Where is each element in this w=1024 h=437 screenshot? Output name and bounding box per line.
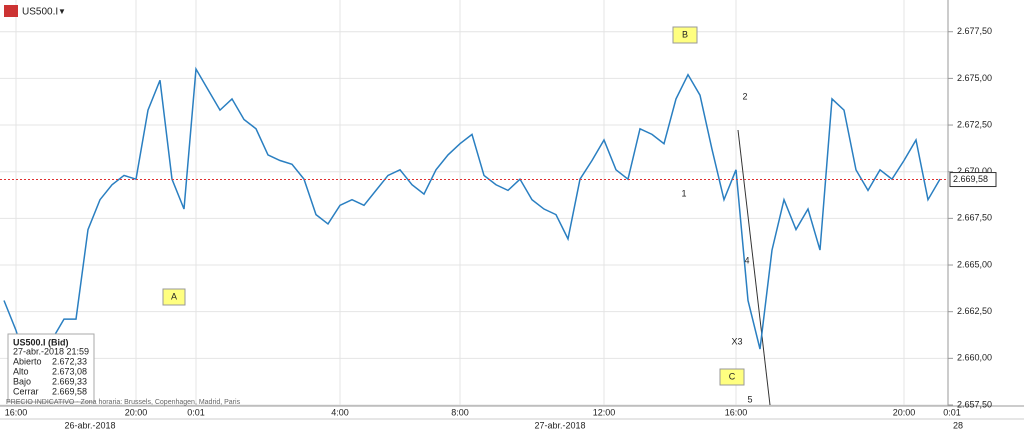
annotation-box xyxy=(719,368,745,386)
date-label: 27-abr.-2018 xyxy=(534,420,585,430)
x-tick-label: 20:00 xyxy=(893,407,916,417)
info-label: Cerrar xyxy=(13,386,39,396)
x-tick-label: 16:00 xyxy=(725,407,748,417)
x-tick-label: 8:00 xyxy=(451,407,469,417)
info-value: 2.673,08 xyxy=(52,366,87,376)
footer: PRECIO INDICATIVO - Zona horaria: Brusse… xyxy=(6,399,241,406)
x-tick-label: 0:01 xyxy=(943,407,961,417)
info-value: 2.669,58 xyxy=(52,386,87,396)
annotation-box xyxy=(672,26,698,44)
price-line xyxy=(3,66,941,387)
y-tick-label: 2.667,50 xyxy=(957,213,992,223)
info-label: Alto xyxy=(13,366,29,376)
plot xyxy=(0,66,948,387)
y-tick-label: 2.672,50 xyxy=(957,119,992,129)
info-value: 2.672,33 xyxy=(52,356,87,366)
y-tick-label: 2.670,00 xyxy=(957,166,992,176)
date-label: 28 xyxy=(953,420,963,430)
x-tick-label: 16:00 xyxy=(5,407,28,417)
annotation: X3 xyxy=(731,336,742,346)
info-time: 27-abr.-2018 21:59 xyxy=(13,346,89,356)
annotation: 5 xyxy=(747,394,752,404)
y-tick-label: 2.662,50 xyxy=(957,306,992,316)
annotation: A xyxy=(171,291,177,301)
axes: 2.657,50 2.660,00 2.662,50 2.665,00 2.667,50… xyxy=(5,26,997,417)
y-axis-panel xyxy=(948,0,1024,406)
info-rows: Abierto 2.672,33 Alto 2.673,08 Bajo 2.669,33 C… xyxy=(13,356,87,396)
info-value: 2.669,33 xyxy=(52,376,87,386)
symbol: US500.I xyxy=(22,7,58,18)
last-price-box xyxy=(949,172,997,188)
x-tick-label: 20:00 xyxy=(125,407,148,417)
dropdown-arrow[interactable]: ▼ xyxy=(58,7,66,16)
x-tick-label: 0:01 xyxy=(187,407,205,417)
y-tick-label: 2.677,50 xyxy=(957,26,992,36)
annotation: B xyxy=(682,29,688,39)
y-tick-label: 2.660,00 xyxy=(957,353,992,363)
x-tick-label: 4:00 xyxy=(331,407,349,417)
x-tick-label: 12:00 xyxy=(593,407,616,417)
y-tick-label: 2.665,00 xyxy=(957,259,992,269)
y-tick-label: 2.675,00 xyxy=(957,73,992,83)
annotation: 1 xyxy=(681,188,686,198)
y-tick-label: 2.657,50 xyxy=(957,399,992,409)
info-label: Abierto xyxy=(13,356,42,366)
annotation: 2 xyxy=(742,91,747,101)
info-title: US500.I (Bid) xyxy=(13,337,69,347)
annotation: 4 xyxy=(744,255,749,265)
info-label: Bajo xyxy=(13,376,31,386)
symbol-icon xyxy=(4,5,18,17)
last-price-label: 2.669,58 xyxy=(953,174,988,184)
trend-line xyxy=(737,129,771,406)
annotation: C xyxy=(729,371,736,381)
info-box xyxy=(7,333,95,403)
date-label: 26-abr.-2018 xyxy=(64,420,115,430)
annotation-box xyxy=(162,288,186,306)
